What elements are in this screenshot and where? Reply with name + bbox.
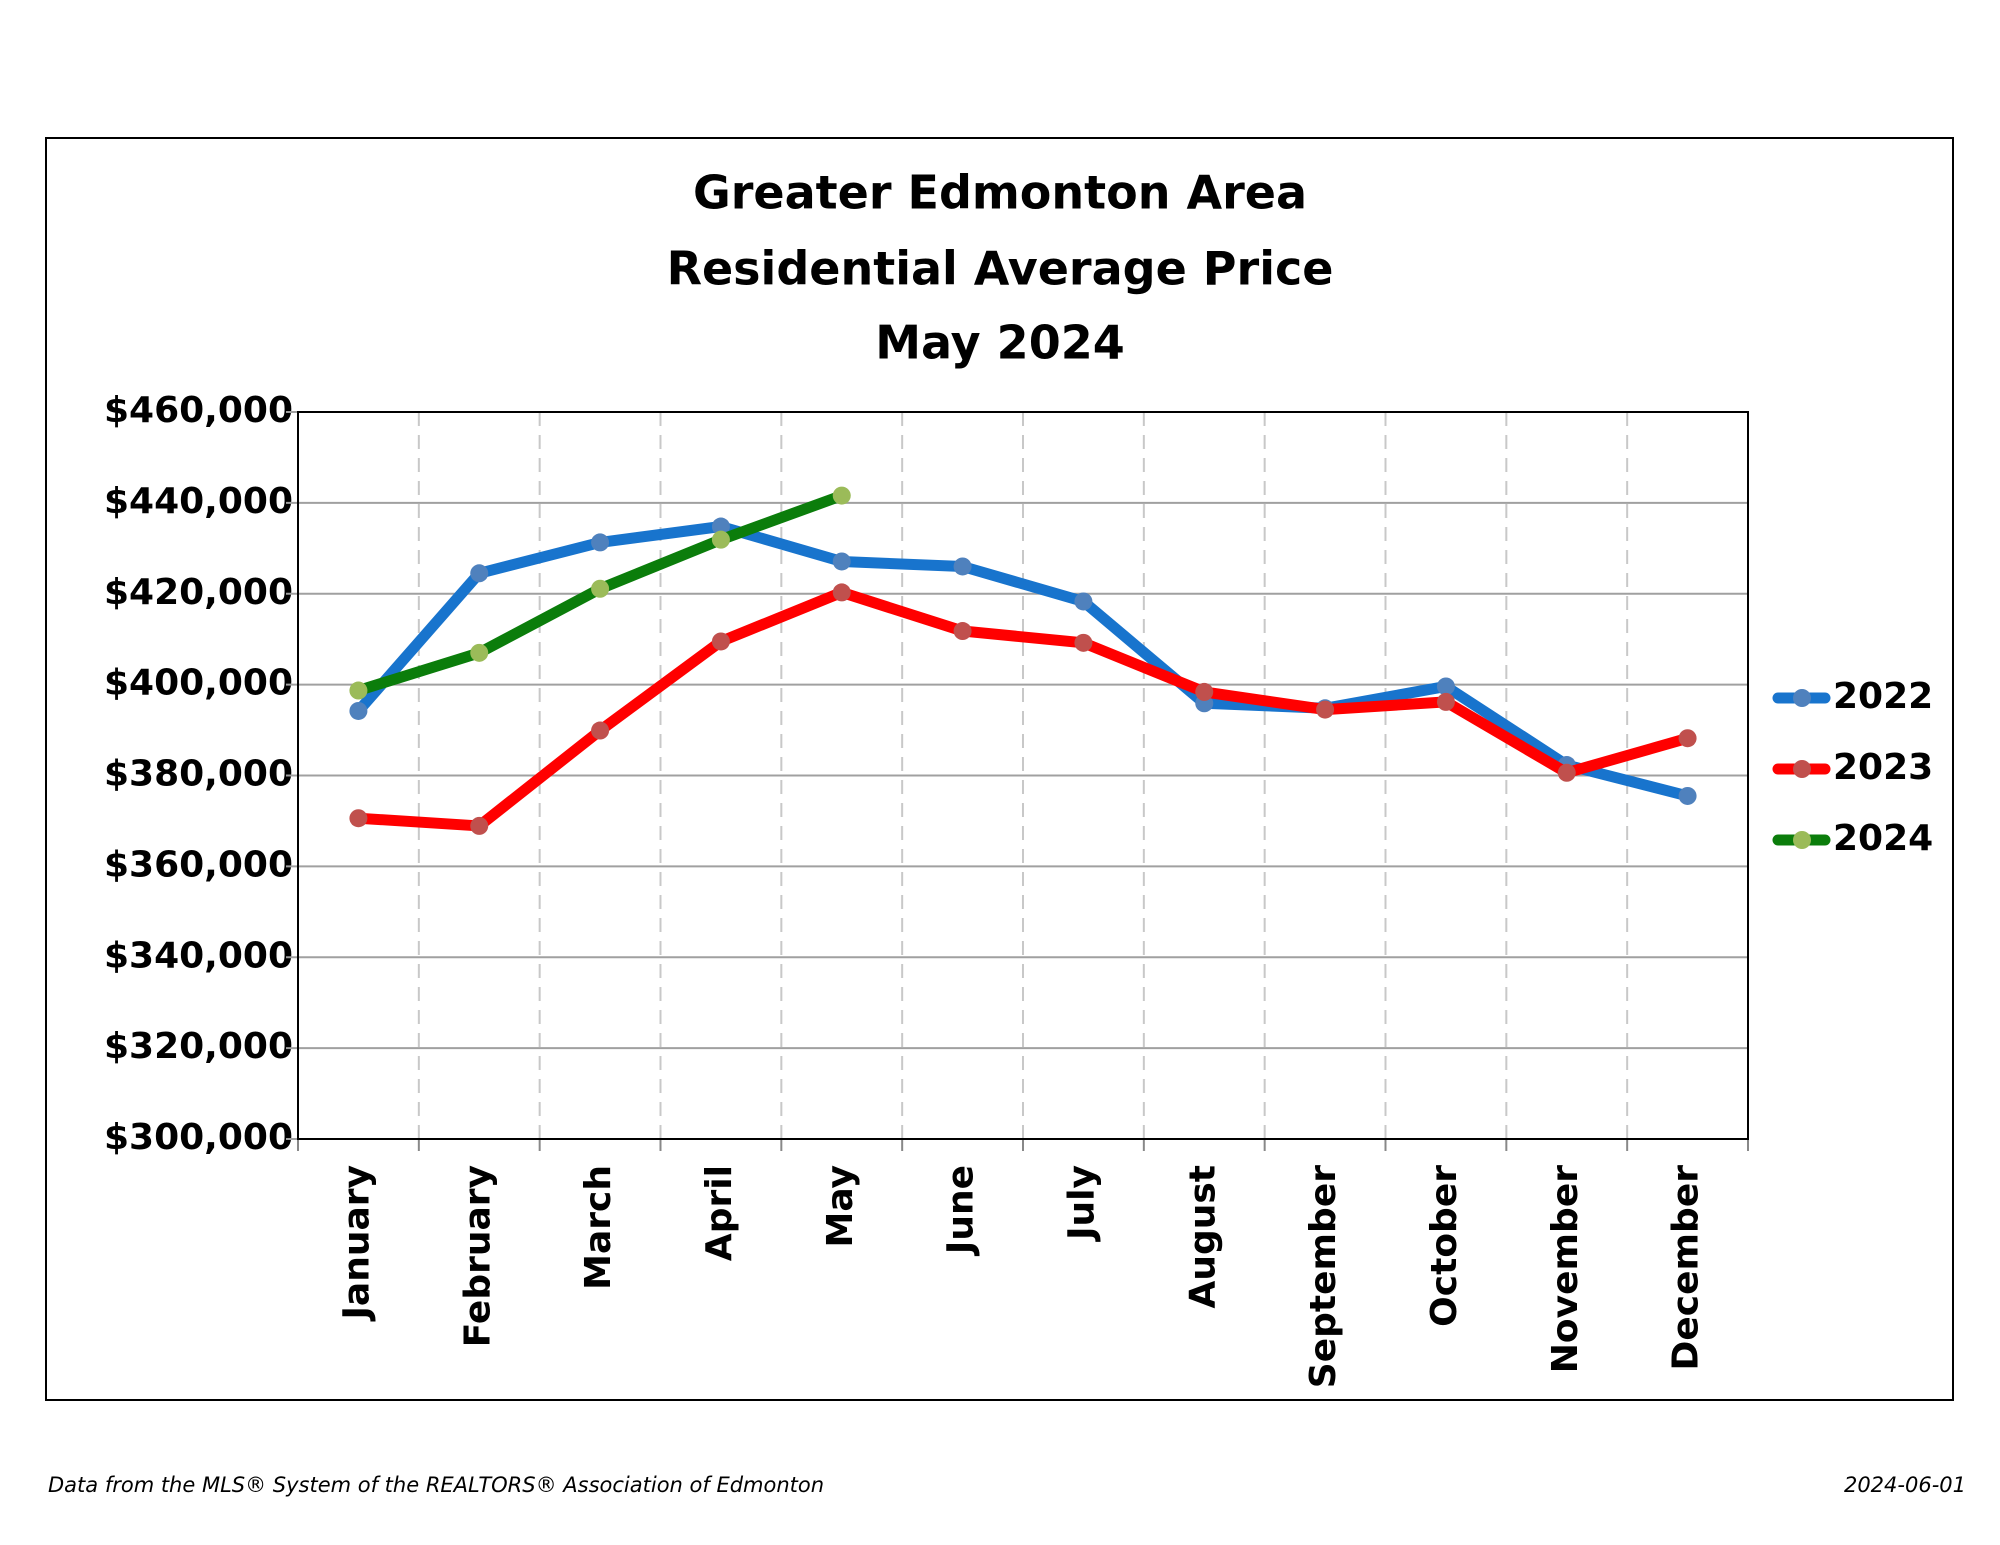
series-line (352, 521, 1694, 802)
chart-title: Residential Average Price (667, 242, 1334, 296)
data-point (711, 530, 730, 549)
legend-marker (1793, 760, 1811, 778)
data-point (1678, 729, 1697, 748)
x-tick-label: April (699, 1165, 740, 1261)
x-tick-label: October (1424, 1165, 1465, 1327)
data-point (1074, 592, 1093, 611)
y-tick-label: $440,000 (104, 481, 293, 522)
y-tick-label: $400,000 (104, 663, 293, 704)
data-point (349, 681, 368, 700)
chart-title: May 2024 (875, 316, 1124, 370)
x-tick-label: June (941, 1165, 982, 1257)
footer-source: Data from the MLS® System of the REALTOR… (48, 1473, 824, 1497)
x-tick-label: September (1303, 1165, 1344, 1388)
data-point (832, 583, 851, 602)
data-point (711, 517, 730, 536)
data-point (1436, 692, 1455, 711)
chart-title: Greater Edmonton Area (693, 166, 1307, 220)
plot-border (297, 411, 1749, 1140)
legend-label: 2023 (1833, 747, 1933, 788)
data-point (1195, 682, 1214, 701)
x-tick-label: August (1182, 1165, 1223, 1309)
data-point (1678, 786, 1697, 805)
x-tick-label: January (336, 1165, 377, 1322)
y-tick-label: $320,000 (104, 1026, 293, 1067)
data-point (591, 533, 610, 552)
x-tick-label: February (457, 1165, 498, 1347)
data-point (591, 721, 610, 740)
legend-label: 2024 (1833, 818, 1933, 859)
y-tick-label: $460,000 (104, 390, 293, 431)
data-point (591, 579, 610, 598)
y-tick-label: $380,000 (104, 754, 293, 795)
legend-label: 2022 (1833, 676, 1933, 717)
x-tick-label: December (1666, 1165, 1707, 1371)
data-point (1316, 700, 1335, 719)
data-point (711, 632, 730, 651)
chart-frame (45, 137, 1954, 1401)
data-point (349, 701, 368, 720)
data-point (470, 564, 489, 583)
data-point (470, 816, 489, 835)
data-point (832, 486, 851, 505)
legend-marker (1793, 689, 1811, 707)
y-tick-label: $360,000 (104, 844, 293, 885)
x-tick-label: May (820, 1165, 861, 1247)
y-tick-label: $300,000 (104, 1117, 293, 1158)
x-tick-label: July (1061, 1165, 1102, 1243)
y-tick-label: $420,000 (104, 572, 293, 613)
footer-date: 2024-06-01 (1844, 1473, 1966, 1497)
data-point (1436, 677, 1455, 696)
series-line (352, 586, 1694, 832)
legend-marker (1793, 831, 1811, 849)
data-point (953, 622, 972, 641)
data-point (470, 643, 489, 662)
data-point (349, 809, 368, 828)
y-tick-label: $340,000 (104, 935, 293, 976)
x-tick-label: November (1545, 1165, 1586, 1373)
x-tick-label: March (578, 1165, 619, 1290)
data-point (1557, 763, 1576, 782)
data-point (1074, 633, 1093, 652)
data-point (832, 552, 851, 571)
data-point (953, 557, 972, 576)
